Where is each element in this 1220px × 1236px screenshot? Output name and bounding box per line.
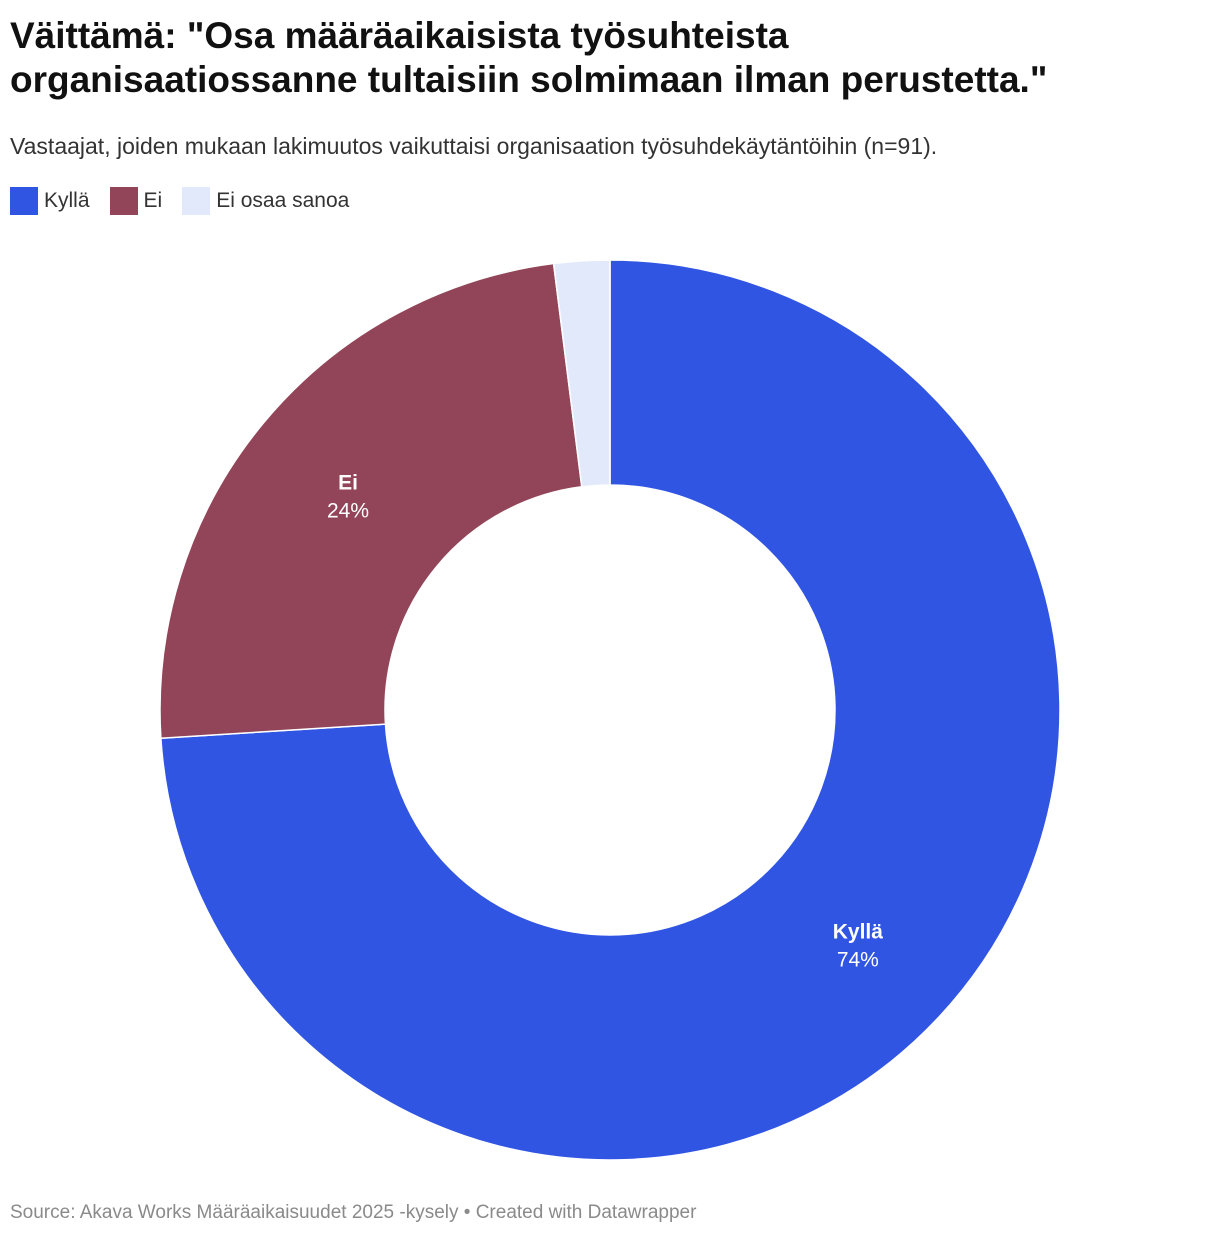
legend-item-ei: Ei — [109, 186, 163, 216]
slice-label-name-ei: Ei — [338, 471, 358, 494]
footer-credit: Created with Datawrapper — [475, 1202, 697, 1223]
chart-subtitle: Vastaajat, joiden mukaan lakimuutos vaik… — [10, 133, 938, 159]
legend-swatch-ei-osaa-sanoa — [182, 187, 211, 215]
chart-title: Väittämä: "Osa määräaikaisista työsuhtei… — [10, 14, 1200, 102]
footer-separator: • — [458, 1202, 476, 1223]
chart-title-line-1: Väittämä: "Osa määräaikaisista työsuhtei… — [10, 15, 789, 56]
legend-item-kylla: Kyllä — [10, 186, 90, 216]
legend-swatch-ei — [109, 187, 138, 215]
slice-ei — [159, 262, 583, 740]
donut-slice-labels: Kyllä 74% Ei 24% — [327, 471, 883, 971]
slice-kylla — [160, 259, 1061, 1161]
legend-label-ei: Ei — [143, 189, 163, 212]
donut-chart: Kyllä 74% Ei 24% — [159, 259, 1061, 1161]
slice-label-value-ei: 24% — [327, 499, 369, 522]
legend-item-ei-osaa-sanoa: Ei osaa sanoa — [182, 186, 349, 216]
footer-source: Source: Akava Works Määräaikaisuudet 202… — [10, 1202, 459, 1223]
legend-swatch-kylla — [10, 187, 38, 215]
legend-label-kylla: Kyllä — [44, 189, 90, 212]
chart-footer: Source: Akava Works Määräaikaisuudet 202… — [10, 1199, 696, 1227]
slice-ei-osaa-sanoa — [552, 259, 611, 488]
chart-legend: Kyllä Ei Ei osaa sanoa — [10, 186, 369, 216]
slice-label-name-kylla: Kyllä — [833, 921, 884, 944]
legend-label-ei-osaa-sanoa: Ei osaa sanoa — [216, 189, 350, 212]
donut-slices — [159, 259, 1061, 1161]
slice-label-value-kylla: 74% — [837, 949, 879, 972]
chart-title-line-2: organisaatiossanne tultaisiin solmimaan … — [10, 59, 1048, 100]
